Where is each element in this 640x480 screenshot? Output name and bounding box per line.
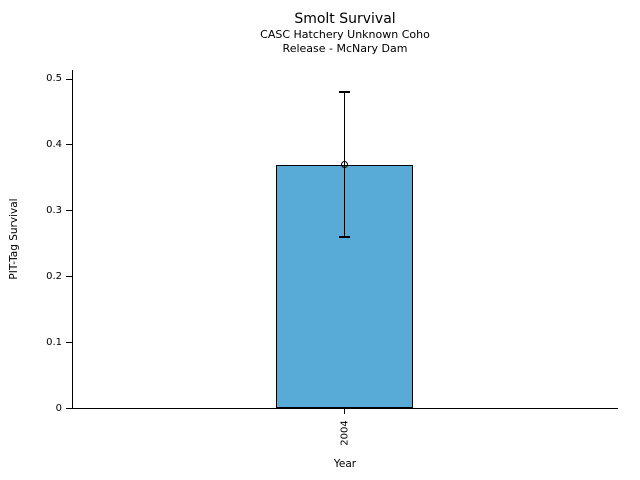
y-tick-mark [66,408,72,409]
x-tick-label: 2004 [339,420,350,446]
error-bar-cap-top [339,91,350,93]
chart-title: Smolt Survival [294,11,396,27]
y-tick-label: 0.4 [46,138,62,150]
x-axis-label: Year [333,458,357,470]
y-tick-label: 0.2 [46,270,62,282]
y-tick-label: 0.1 [46,336,62,348]
x-axis-spine [72,408,618,409]
x-tick-mark [344,409,345,414]
y-tick-mark [66,342,72,344]
y-axis-spine [72,70,73,409]
point-marker [341,161,348,169]
error-bar-cap-bottom [339,236,350,238]
y-tick-label: 0 [55,402,62,414]
y-axis-label: PIT-Tag Survival [8,198,20,280]
y-tick-label: 0.5 [46,73,62,84]
y-tick-mark [66,276,72,278]
y-tick-label: 0.3 [46,204,62,216]
y-tick-mark [66,210,72,212]
title-block: Smolt Survival CASC Hatchery Unknown Coh… [73,10,617,56]
y-tick-mark [66,144,72,146]
y-tick-mark [66,78,72,80]
chart-subtitle-line1: CASC Hatchery Unknown Coho [260,28,430,41]
chart-subtitle-line2: Release - McNary Dam [282,42,408,55]
